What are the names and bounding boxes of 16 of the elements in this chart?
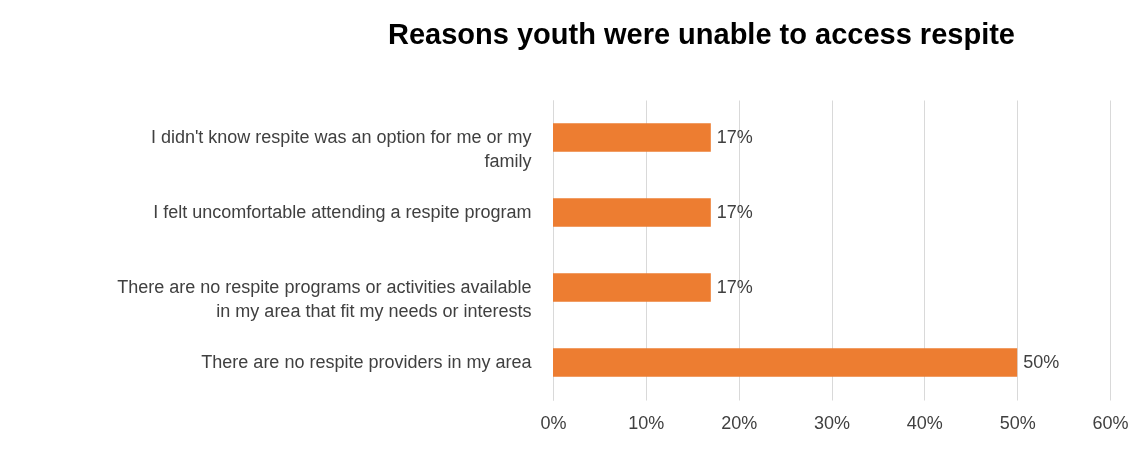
x-tick-label: 50%: [999, 412, 1036, 433]
data-label: 17%: [716, 276, 753, 297]
chart-title: Reasons youth were unable to access respite: [388, 18, 1015, 50]
data-label: 50%: [1023, 351, 1060, 372]
y-tick-label: I didn't know respite was an option for me or my family: [150, 126, 532, 171]
y-tick-label: There are no respite programs or activities available in my area that fit my needs or interests: [117, 276, 532, 321]
x-tick-label: 60%: [1092, 412, 1129, 433]
x-tick-label: 40%: [906, 412, 943, 433]
data-label: 17%: [716, 201, 753, 222]
x-tick-label: 30%: [813, 412, 851, 433]
x-tick-label: 0%: [540, 412, 567, 433]
y-tick-label: There are no respite providers in my area: [201, 351, 533, 372]
x-tick-label: 20%: [721, 412, 758, 433]
data-label: 17%: [716, 126, 753, 147]
x-tick-label: 10%: [628, 412, 665, 433]
y-tick-label: I felt uncomfortable attending a respite program: [153, 201, 532, 222]
